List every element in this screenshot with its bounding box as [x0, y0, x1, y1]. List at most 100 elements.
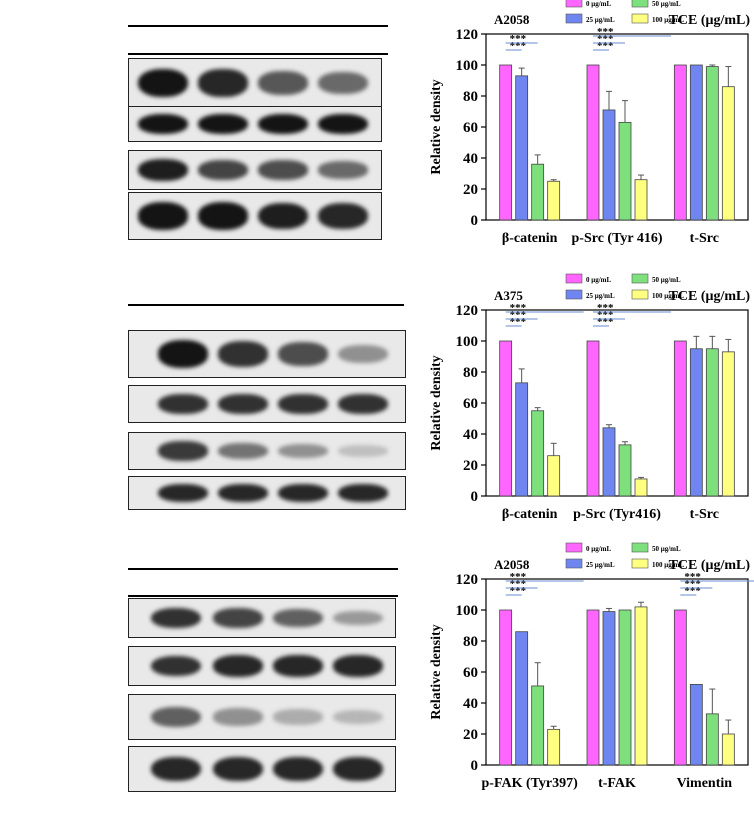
blot-band: [333, 709, 383, 725]
blot-strip: [128, 192, 382, 240]
y-axis-label: Relative density: [429, 355, 444, 450]
blot-band: [333, 610, 383, 626]
blot-band: [151, 756, 201, 782]
category-label: p-Src (Tyr416): [573, 507, 661, 522]
legend-swatch: [565, 0, 583, 8]
blot-strip: [128, 150, 382, 190]
bar: [531, 163, 545, 221]
legend-swatch: [565, 273, 583, 284]
category-label: β-catenin: [502, 507, 558, 522]
bar: [673, 609, 687, 766]
legend-label: 0 μg/mL: [586, 276, 611, 284]
blot-strip: [128, 106, 382, 142]
bar: [602, 427, 616, 497]
bar: [547, 455, 561, 497]
bar: [705, 713, 719, 766]
treatment-label: TCE (μg/mL): [669, 558, 751, 573]
bar: [689, 64, 703, 221]
bar: [721, 86, 735, 221]
bar: [586, 340, 600, 497]
blot-band: [273, 756, 323, 782]
legend-swatch: [565, 13, 583, 24]
bar: [721, 733, 735, 766]
bar: [673, 64, 687, 221]
blot-band: [318, 72, 368, 94]
significance-mark: ***: [597, 302, 614, 314]
bar: [602, 611, 616, 766]
blot-band: [273, 609, 323, 627]
blot-band: [158, 483, 208, 503]
y-tick-label: 80: [463, 365, 478, 381]
blot-band: [151, 706, 201, 728]
blot-band: [318, 161, 368, 179]
blot-band: [218, 341, 268, 367]
legend-swatch: [631, 13, 649, 24]
bar-chart-d: 0 20 40 60 80 100 120 Relative density A2058 TCE …: [429, 0, 751, 246]
bar: [689, 683, 703, 766]
blot-band: [278, 443, 328, 459]
blot-band: [213, 756, 263, 782]
blot-band: [218, 443, 268, 459]
blot-band: [218, 394, 268, 414]
legend-swatch: [631, 558, 649, 569]
legend-swatch: [565, 542, 583, 553]
legend-label: 100 μg/mL: [652, 292, 684, 300]
blot-strip: [128, 432, 406, 470]
blot-band: [138, 68, 188, 98]
blot-band: [198, 113, 248, 135]
legend-label: 0 μg/mL: [586, 545, 611, 553]
category-label: p-Src (Tyr 416): [572, 231, 663, 246]
y-tick-label: 60: [463, 665, 478, 681]
blot-band: [258, 113, 308, 135]
treatment-label: TCE (μg/mL): [669, 13, 751, 28]
blot-band: [258, 71, 308, 95]
bar: [547, 180, 561, 221]
blot-band: [198, 69, 248, 97]
treatment-label: TCE (μg/mL): [669, 289, 751, 304]
y-tick-label: 40: [463, 696, 478, 712]
blot-band: [198, 202, 248, 230]
blot-band: [138, 113, 188, 135]
blot-strip: [128, 646, 396, 686]
y-axis-label: Relative density: [429, 79, 444, 174]
legend-label: 50 μg/mL: [652, 0, 681, 8]
blot-band: [158, 441, 208, 461]
y-tick-label: 120: [456, 303, 479, 319]
blot-band: [338, 483, 388, 503]
y-tick-label: 40: [463, 427, 478, 443]
blot-band: [278, 483, 328, 503]
blot-band: [213, 655, 263, 677]
bar: [673, 340, 687, 497]
y-axis-label: Relative density: [429, 624, 444, 719]
blot-band: [338, 344, 388, 363]
category-label: t-Src: [690, 231, 719, 246]
cell-line-label: A2058: [494, 557, 530, 572]
legend-swatch: [631, 273, 649, 284]
significance-mark: ***: [510, 33, 527, 45]
header-underline-2: [128, 595, 398, 597]
legend-label: 50 μg/mL: [652, 276, 681, 284]
y-tick-label: 60: [463, 396, 478, 412]
y-tick-label: 0: [471, 213, 479, 229]
blot-strip: [128, 476, 406, 510]
legend-label: 100 μg/mL: [652, 16, 684, 24]
significance-mark: ***: [510, 571, 527, 583]
header-underline: [128, 304, 404, 306]
legend-swatch: [631, 0, 649, 8]
y-tick-label: 0: [471, 489, 479, 505]
bar: [634, 606, 648, 766]
bar: [531, 685, 545, 766]
bar-chart-e: 0 20 40 60 80 100 120 Relative density A375 TCE (…: [429, 273, 751, 522]
category-label: t-FAK: [598, 776, 636, 791]
blot-band: [278, 342, 328, 366]
blot-band: [318, 202, 368, 230]
bar: [602, 109, 616, 221]
category-label: Vimentin: [677, 776, 733, 791]
blot-band: [333, 756, 383, 782]
legend-label: 100 μg/mL: [652, 561, 684, 569]
blot-band: [278, 394, 328, 414]
blot-strip: [128, 746, 396, 792]
bar: [618, 609, 632, 766]
blot-band: [338, 445, 388, 457]
blot-band: [151, 607, 201, 629]
